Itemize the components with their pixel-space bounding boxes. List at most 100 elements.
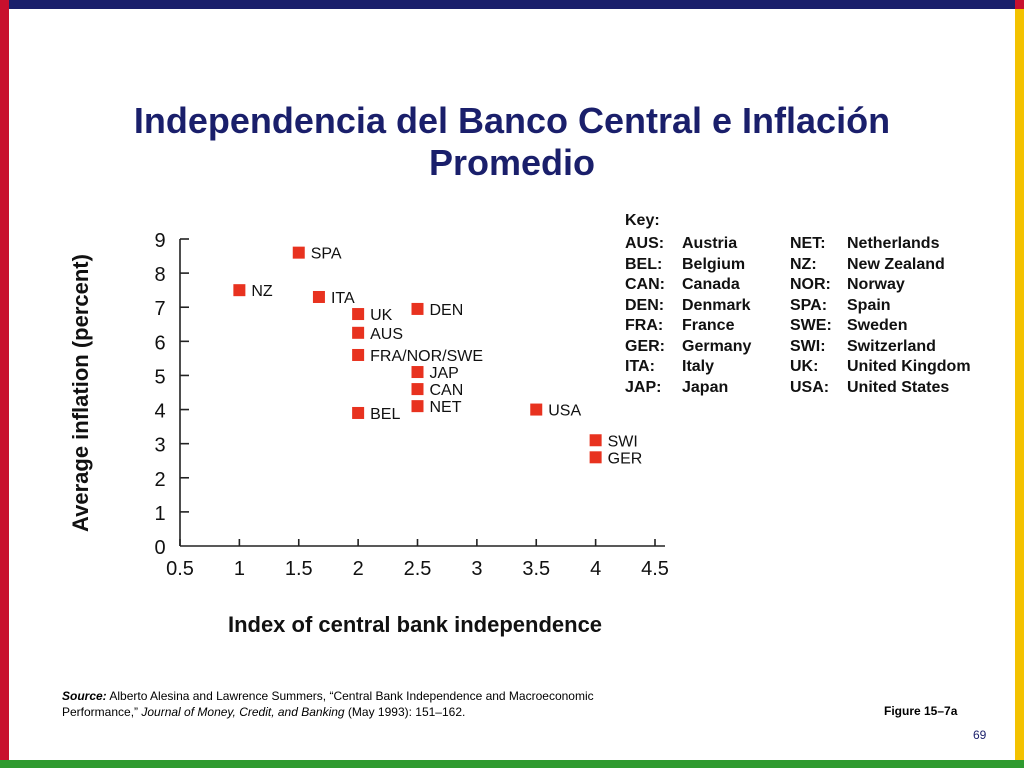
data-point-label: BEL [370,406,400,423]
data-point-marker [233,284,246,297]
slide-title: Independencia del Banco Central e Inflac… [40,100,984,184]
key-code: USA: [790,378,830,396]
key-code: ITA: [625,358,655,375]
key-country-name: Norway [847,276,905,293]
chart-axes [179,239,665,547]
data-point-label: CAN [430,382,464,399]
x-tick-label: 3 [471,558,482,580]
data-point-label: UK [370,307,393,324]
data-point-label: AUS [370,326,403,343]
key-code: BEL: [625,255,663,273]
data-point-label: NZ [251,283,273,300]
key-country-name: United States [847,378,950,396]
key-country-name: Austria [682,235,738,252]
source-journal: Journal of Money, Credit, and Banking [141,705,345,719]
source-text-2: (May 1993): 151–162. [344,705,466,719]
x-axis-label: Index of central bank independence [228,612,602,637]
y-tick-label: 4 [154,401,165,423]
key-country-name: Spain [847,296,891,314]
key-code: SWE: [790,317,832,334]
key-code: UK: [790,358,819,375]
key-grid: AUS: Austria NET: Netherlands BEL: Belgium NZ:… [625,234,997,397]
data-point-marker [530,403,543,416]
y-axis-label: Average inflation (percent) [68,254,93,532]
data-point-marker [411,400,424,413]
data-point-label: SPA [311,246,342,263]
key-code: GER: [625,337,665,355]
key-country-name: Sweden [847,317,908,334]
data-point-label: USA [548,403,581,420]
key-country-name: France [682,317,735,334]
x-tick-label: 2 [353,558,364,580]
data-point-marker [292,246,305,259]
slide-title-line1: Independencia del Banco Central e Inflac… [133,100,891,141]
data-point-marker [352,348,365,361]
data-point-marker [411,302,424,315]
key-country-name: Switzerland [847,337,936,355]
key-country-name: United Kingdom [847,358,971,375]
country-key: Key: AUS: Austria NET: Netherlands BEL: Belgi… [625,212,997,397]
y-tick-label: 8 [154,264,165,286]
y-tick-label: 0 [154,537,165,559]
y-tick-label: 3 [154,435,165,457]
data-point-marker [352,326,365,339]
top-left-accent [0,0,9,9]
right-border-bar [1015,9,1024,760]
key-country-name: Germany [682,337,752,355]
y-tick-label: 7 [154,298,165,320]
data-point-label: NET [430,399,462,416]
y-tick-label: 1 [154,503,165,525]
x-tick-label: 3.5 [522,558,550,580]
key-code: SWI: [790,337,826,355]
data-point-label: ITA [331,290,355,307]
page-number: 69 [973,728,987,742]
x-tick-label: 4.5 [641,558,669,580]
data-point-label: DEN [430,302,464,319]
source-note: Source: Alberto Alesina and Lawrence Sum… [62,688,622,720]
key-country-name: Belgium [682,255,746,273]
slide-title-line2: Promedio [428,142,596,183]
key-country-name: Netherlands [847,235,940,252]
x-tick-label: 1 [234,558,245,580]
data-point-label: GER [608,450,643,467]
key-country-name: Canada [682,276,740,293]
source-text-1: Alberto Alesina and Lawrence Summers, “C… [62,689,594,719]
key-code: NOR: [790,276,831,293]
key-country-name: Japan [682,378,729,396]
data-point-marker [411,366,424,379]
key-country-name: Denmark [682,296,751,314]
key-code: NZ: [790,255,817,273]
data-point-marker [589,434,602,447]
data-point-label: SWI [608,433,638,450]
data-point-label: FRA/NOR/SWE [370,348,483,365]
key-country-name: Italy [682,358,715,375]
bottom-border-bar [0,760,1024,768]
x-tick-label: 1.5 [285,558,313,580]
y-tick-label: 9 [154,230,165,252]
key-code: NET: [790,235,826,252]
x-tick-label: 0.5 [166,558,194,580]
key-code: AUS: [625,235,665,252]
key-title: Key: [625,212,660,229]
key-code: CAN: [625,276,665,293]
top-right-accent [1015,0,1024,9]
key-code: JAP: [625,378,662,396]
y-tick-label: 5 [154,366,165,388]
data-point-marker [411,383,424,396]
data-point-label: JAP [430,365,459,382]
source-label: Source: [62,689,107,703]
x-tick-label: 4 [590,558,601,580]
data-point-marker [352,406,365,419]
y-tick-label: 6 [154,332,165,354]
x-tick-label: 2.5 [404,558,432,580]
chart-ticks: 0 1 2 3 4 5 6 7 8 9 0.5 1 1.5 2 2.5 3 3.5 4 4.5 [154,230,668,580]
left-border-bar [0,9,9,760]
key-country-name: New Zealand [847,255,945,273]
y-tick-label: 2 [154,469,165,491]
figure-label: Figure 15–7a [884,704,958,718]
data-point-marker [352,308,365,321]
data-point-marker [589,451,602,464]
key-code: DEN: [625,296,665,314]
